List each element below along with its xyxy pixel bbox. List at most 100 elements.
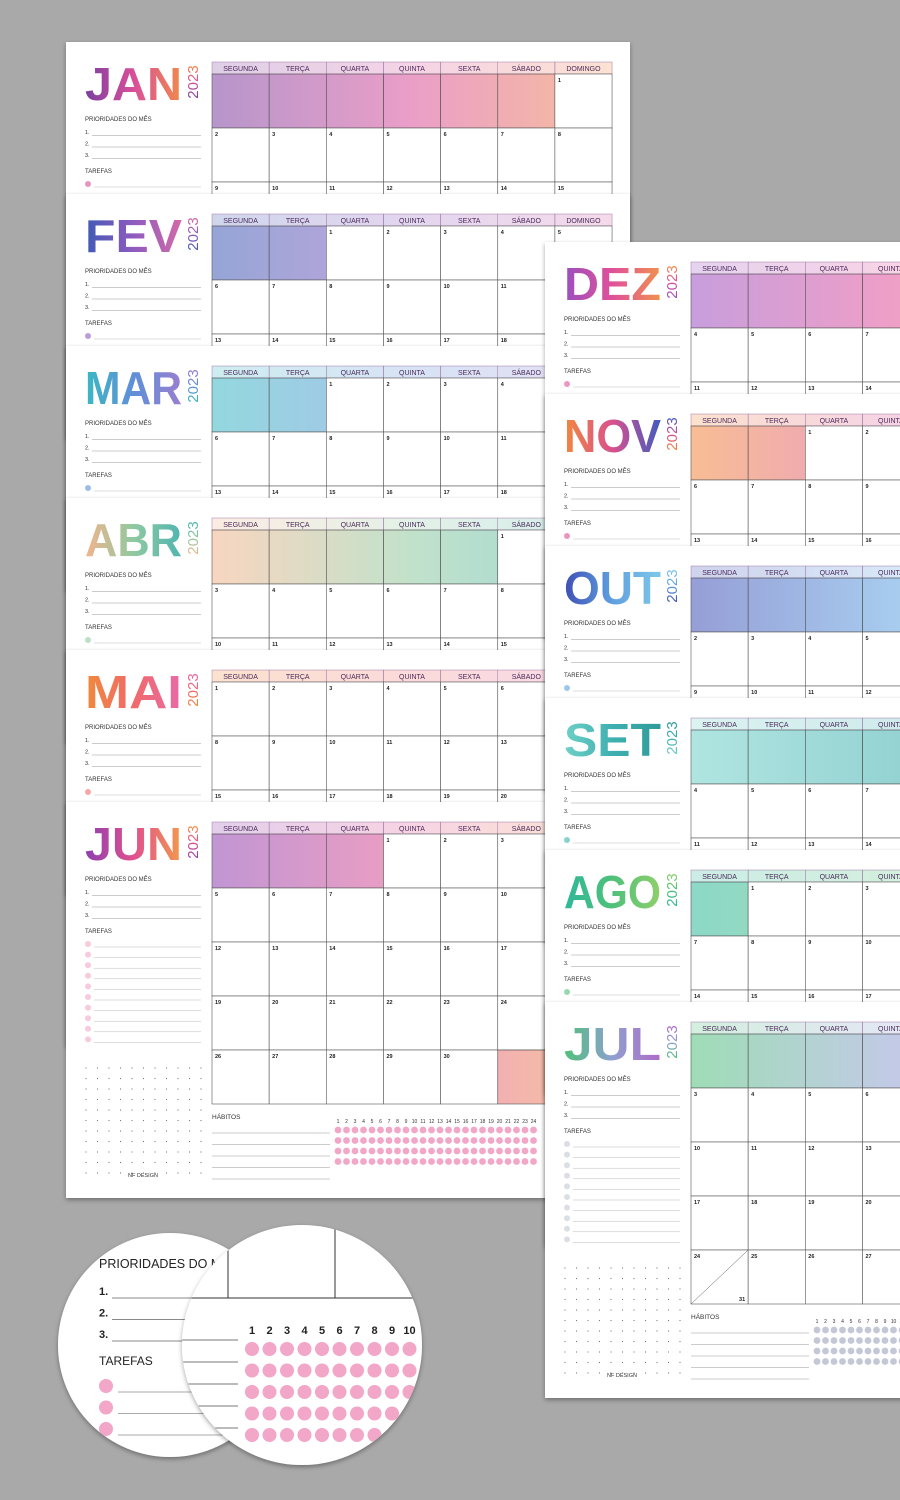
dot-grid: [656, 1277, 658, 1280]
day-cell: [440, 377, 499, 433]
dot-grid: [108, 1088, 110, 1090]
day-cell: [268, 681, 327, 737]
day-cell: [747, 1033, 806, 1089]
dot-grid: [96, 1151, 99, 1153]
day-number: 5: [386, 132, 389, 138]
dot-grid: [177, 1172, 179, 1174]
day-number: 6: [215, 284, 218, 290]
day-number: 26: [215, 1054, 221, 1060]
day-number: 7: [272, 284, 275, 290]
dot-grid: [200, 1077, 202, 1080]
dot-grid: [564, 1319, 566, 1322]
dot-grid: [131, 1067, 133, 1069]
habit-dot: [513, 1137, 520, 1144]
dot-grid: [644, 1267, 647, 1269]
dot-grid: [154, 1077, 156, 1080]
habit-dot: [462, 1158, 469, 1165]
habit-dot: [856, 1347, 863, 1355]
habit-dot: [830, 1326, 838, 1334]
day-number: 13: [215, 338, 221, 344]
day-number: 1: [329, 230, 332, 236]
day-cell: [747, 729, 806, 785]
task-bullet: [564, 1225, 570, 1232]
priority-number: 1.: [564, 634, 569, 640]
habit-day: 8: [875, 1319, 878, 1325]
task-bullet: [85, 972, 91, 979]
dot-grid: [108, 1161, 110, 1164]
dot-grid: [188, 1067, 191, 1069]
dot-grid: [598, 1267, 601, 1269]
dot-grid: [96, 1119, 99, 1122]
dot-grid: [188, 1151, 191, 1153]
habit-dot: [394, 1126, 401, 1134]
day-number: 10: [272, 186, 278, 192]
dot-grid: [165, 1151, 168, 1153]
dot-grid: [142, 1109, 145, 1111]
task-bullet: [564, 1162, 570, 1169]
habit-dot: [496, 1126, 503, 1134]
habit-day: 11: [420, 1119, 425, 1125]
dot-grid: [142, 1067, 145, 1069]
habit-day: 7: [388, 1119, 391, 1125]
day-number: 15: [501, 642, 507, 648]
task-bullet: [85, 1025, 91, 1032]
year: 2023: [185, 673, 202, 706]
day-cell: [325, 377, 384, 433]
weekday: QUARTA: [341, 674, 370, 681]
habit-dot: [470, 1158, 478, 1165]
day-number: 4: [386, 686, 390, 692]
habit-dot: [470, 1126, 478, 1134]
dot-grid: [96, 1109, 99, 1111]
habit-dot: [453, 1158, 461, 1165]
day-cell: [747, 935, 806, 991]
dot-grid: [587, 1361, 589, 1364]
day-number: 11: [694, 386, 700, 392]
day-number: 5: [329, 588, 332, 594]
priorities-title: PRIORIDADES DO MÊS: [85, 723, 152, 731]
priority-number: 2.: [564, 646, 569, 652]
weekday: SÁBADO: [512, 824, 542, 833]
weekday: SEGUNDA: [702, 418, 737, 425]
priority-number: 3.: [85, 457, 90, 463]
priority-number: 3.: [564, 1113, 569, 1119]
tasks-title: TAREFAS: [85, 169, 112, 175]
habit-day: 19: [488, 1119, 494, 1125]
priority-number: 3.: [85, 305, 90, 311]
dot-grid: [598, 1298, 601, 1301]
dot-grid: [633, 1361, 635, 1364]
dot-grid: [108, 1140, 110, 1143]
year: 2023: [664, 417, 681, 450]
habit-dot: [890, 1347, 897, 1355]
dot-grid: [200, 1067, 202, 1069]
dot-grid: [656, 1330, 658, 1332]
day-number: 8: [386, 892, 389, 898]
dot-grid: [119, 1088, 122, 1090]
day-cell: [325, 279, 384, 335]
day-cell: [268, 377, 327, 433]
day-cell: [690, 729, 749, 785]
day-cell: [690, 273, 749, 329]
dot-grid: [165, 1172, 168, 1174]
day-number: 14: [751, 538, 758, 544]
day-number: 5: [751, 788, 754, 794]
priority-number: 2.: [85, 750, 90, 756]
dot-grid: [119, 1109, 122, 1111]
zoom-habit-dot: [332, 1406, 347, 1421]
zoom-habit-dot: [315, 1363, 329, 1378]
habit-dot: [343, 1126, 350, 1134]
day-cell: [211, 1049, 270, 1105]
dot-grid: [575, 1277, 578, 1280]
dot-grid: [154, 1119, 156, 1122]
dot-grid: [85, 1140, 87, 1143]
dot-grid: [564, 1288, 566, 1290]
task-bullet: [85, 181, 91, 187]
day-cell: [211, 431, 270, 487]
habit-dot: [360, 1147, 367, 1155]
zoom-habit-dot: [262, 1363, 277, 1378]
day-number: 12: [865, 690, 871, 696]
weekday: QUINTA: [878, 1026, 900, 1033]
habit-day: 6: [379, 1119, 382, 1125]
day-cell: [747, 273, 806, 329]
dot-grid: [119, 1130, 122, 1132]
dot-grid: [119, 1161, 122, 1164]
